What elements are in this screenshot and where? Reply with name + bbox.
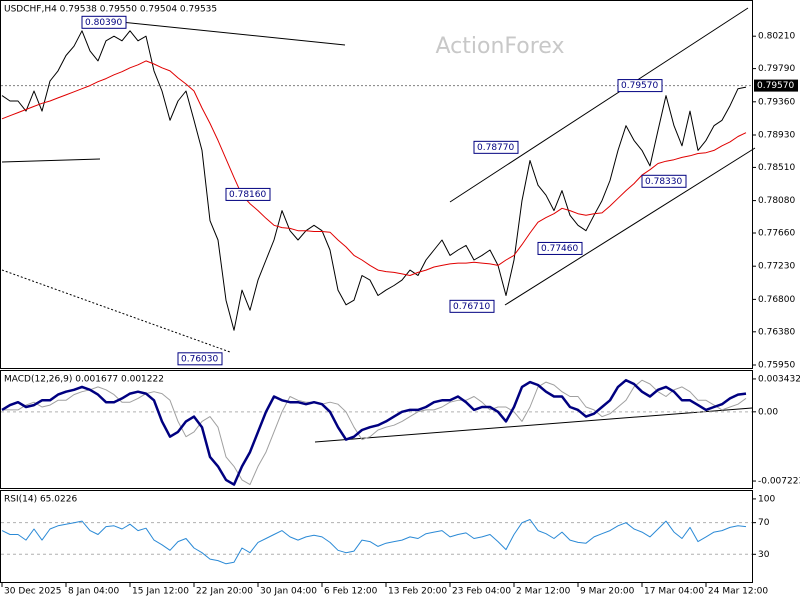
annotation-box bbox=[617, 79, 663, 93]
price-frame bbox=[0, 0, 753, 369]
annotation-label: 0.80390 bbox=[85, 18, 122, 28]
annotation-box bbox=[225, 187, 271, 201]
x-tick-label: 24 Mar 12:00 bbox=[708, 587, 768, 597]
x-tick-label: 6 Feb 12:00 bbox=[324, 587, 378, 597]
rsi-title: RSI(14) 65.0226 bbox=[4, 495, 77, 505]
y-tick-label: 0.77660 bbox=[758, 229, 795, 239]
y-tick-label: 0.76800 bbox=[758, 295, 795, 305]
annotation-box bbox=[537, 241, 583, 255]
macd-trend-line bbox=[314, 407, 753, 443]
x-tick-label: 30 Jan 04:00 bbox=[260, 587, 317, 597]
y-tick-label: 0.00 bbox=[758, 407, 778, 417]
x-tick-label: 2 Mar 12:00 bbox=[516, 587, 571, 597]
annotation-label: 0.77460 bbox=[541, 244, 578, 254]
price-label: 0.79570 bbox=[757, 81, 794, 91]
annotation-label: 0.76710 bbox=[453, 302, 490, 312]
y-tick-label: 0.75950 bbox=[758, 360, 795, 370]
annotation-label: 0.78160 bbox=[229, 190, 266, 200]
channel-line bbox=[449, 7, 749, 203]
annotation-box bbox=[473, 140, 519, 154]
y-tick-label: 100 bbox=[758, 494, 775, 504]
y-tick-label: 0.76380 bbox=[758, 327, 795, 337]
watermark: ActionForex bbox=[436, 34, 565, 59]
y-tick-label: 0.78080 bbox=[758, 196, 795, 206]
y-tick-label: 0.78930 bbox=[758, 130, 795, 140]
annotation-box bbox=[177, 352, 223, 366]
trend-line bbox=[1, 158, 101, 163]
price-title: USDCHF,H4 0.79538 0.79550 0.79504 0.7953… bbox=[4, 5, 217, 15]
y-tick-label: 0.77230 bbox=[758, 262, 795, 272]
series-line bbox=[1, 30, 747, 331]
y-tick-label: -0.007223 bbox=[758, 477, 800, 487]
series-line bbox=[1, 519, 747, 565]
annotation-box bbox=[449, 299, 495, 313]
x-tick-label: 17 Mar 04:00 bbox=[644, 587, 704, 597]
annotation-box bbox=[641, 174, 687, 188]
frames bbox=[0, 0, 753, 583]
y-tick-label: 0.79360 bbox=[758, 97, 795, 107]
annotation-label: 0.78770 bbox=[477, 143, 514, 153]
price-label-box bbox=[754, 79, 798, 92]
annotation-label: 0.78330 bbox=[645, 177, 682, 187]
series-line bbox=[1, 378, 747, 486]
channel-line bbox=[504, 147, 756, 306]
y-tick-label: 0.80210 bbox=[758, 32, 795, 42]
y-tick-label: 0.003432 bbox=[758, 374, 800, 384]
x-tick-label: 30 Dec 2025 bbox=[4, 587, 62, 597]
annotation-label: 0.79570 bbox=[621, 81, 658, 91]
x-tick-label: 23 Feb 04:00 bbox=[452, 587, 511, 597]
x-tick-label: 8 Jan 04:00 bbox=[68, 587, 120, 597]
macd-title: MACD(12,26,9) 0.001677 0.001222 bbox=[4, 375, 164, 385]
y-tick-label: 30 bbox=[758, 550, 770, 560]
x-tick-label: 22 Jan 20:00 bbox=[196, 587, 253, 597]
series-line bbox=[1, 60, 747, 276]
annotation-label: 0.76030 bbox=[181, 354, 218, 364]
x-tick-label: 15 Jan 12:00 bbox=[132, 587, 189, 597]
trend-lines bbox=[1, 7, 756, 443]
trend-line bbox=[1, 269, 231, 353]
annotation-box bbox=[81, 15, 127, 29]
x-tick-label: 9 Mar 20:00 bbox=[580, 587, 635, 597]
y-tick-label: 0.78510 bbox=[758, 163, 795, 173]
rsi-frame bbox=[0, 490, 753, 583]
macd-frame bbox=[0, 370, 753, 489]
series-line bbox=[2, 379, 747, 486]
x-tick-label: 13 Feb 20:00 bbox=[388, 587, 447, 597]
y-tick-label: 0.79790 bbox=[758, 64, 795, 74]
y-tick-label: 70 bbox=[758, 518, 770, 528]
